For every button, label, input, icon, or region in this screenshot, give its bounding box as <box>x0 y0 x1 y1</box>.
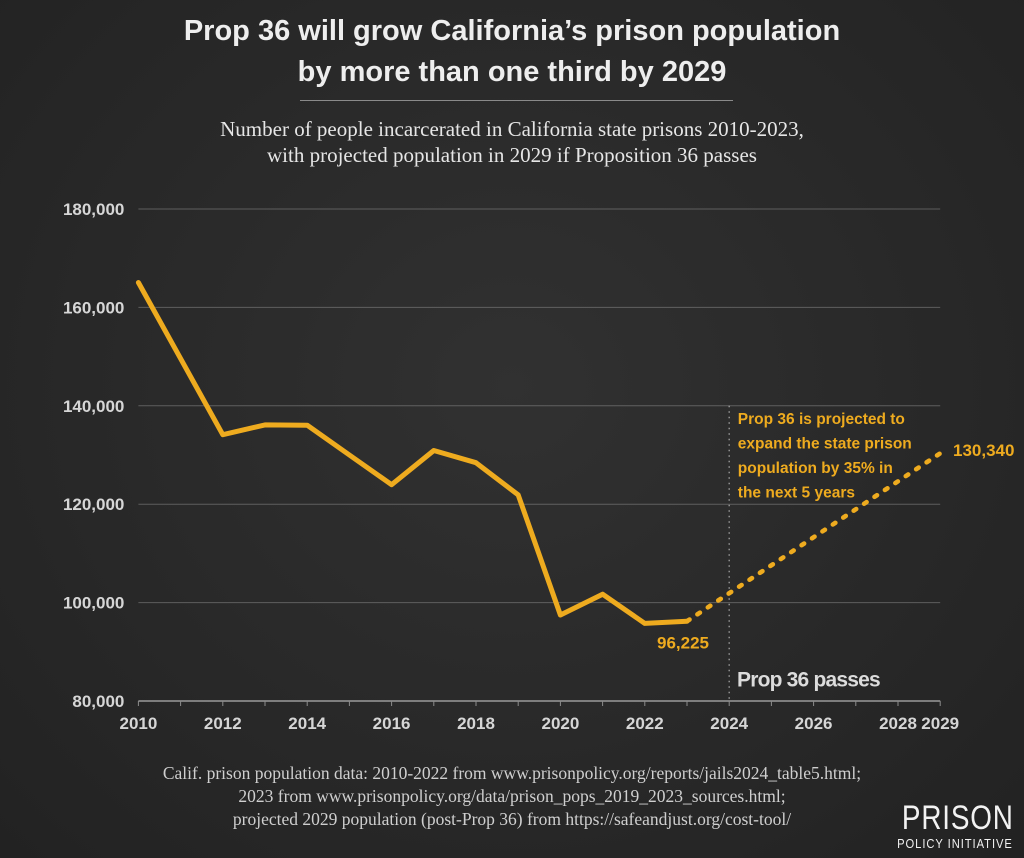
svg-text:2020: 2020 <box>541 714 579 733</box>
svg-text:2016: 2016 <box>373 714 411 733</box>
svg-text:2018: 2018 <box>457 714 495 733</box>
svg-text:2012: 2012 <box>204 714 242 733</box>
svg-text:160,000: 160,000 <box>63 298 124 317</box>
svg-text:2024: 2024 <box>710 714 748 733</box>
svg-text:Prop 36 is projected to: Prop 36 is projected to <box>738 411 905 428</box>
svg-text:population by 35% in: population by 35% in <box>738 460 893 477</box>
svg-text:the next 5 years: the next 5 years <box>738 485 855 502</box>
svg-text:180,000: 180,000 <box>63 200 124 219</box>
svg-text:80,000: 80,000 <box>72 692 124 711</box>
svg-text:96,225: 96,225 <box>657 634 709 653</box>
svg-text:120,000: 120,000 <box>63 495 124 514</box>
svg-text:2028: 2028 <box>879 714 917 733</box>
svg-text:2026: 2026 <box>795 714 833 733</box>
svg-text:2010: 2010 <box>119 714 157 733</box>
svg-text:expand the state prison: expand the state prison <box>738 436 912 453</box>
svg-text:2014: 2014 <box>288 714 326 733</box>
svg-text:100,000: 100,000 <box>63 594 124 613</box>
svg-text:140,000: 140,000 <box>63 397 124 416</box>
svg-text:2022: 2022 <box>626 714 664 733</box>
svg-text:2029: 2029 <box>921 714 959 733</box>
svg-text:130,340: 130,340 <box>953 441 1014 460</box>
svg-text:Prop 36 passes: Prop 36 passes <box>737 669 880 692</box>
